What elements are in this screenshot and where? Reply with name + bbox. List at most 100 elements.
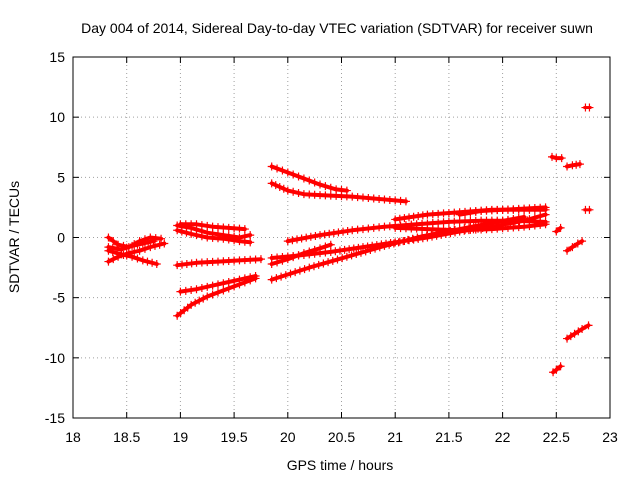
- data-point: [325, 229, 334, 238]
- data-point: [104, 243, 113, 252]
- trace-line: [175, 276, 258, 318]
- data-point: [173, 261, 182, 270]
- data-point: [326, 183, 335, 192]
- data-point: [288, 236, 297, 245]
- data-point: [199, 294, 208, 303]
- series-track-7: [176, 220, 249, 234]
- data-point: [300, 265, 309, 274]
- data-point: [109, 255, 118, 264]
- data-point: [556, 362, 565, 371]
- data-point: [342, 252, 351, 261]
- data-point: [235, 237, 244, 246]
- data-point: [275, 182, 284, 191]
- data-point: [124, 249, 133, 258]
- series-track-11: [267, 162, 351, 195]
- data-point: [349, 244, 358, 253]
- data-point: [150, 241, 159, 250]
- x-tick-label: 20: [280, 429, 296, 445]
- data-point: [339, 227, 348, 236]
- data-point: [331, 247, 340, 256]
- data-point: [195, 296, 204, 305]
- data-point: [326, 240, 335, 249]
- data-point: [568, 161, 577, 170]
- data-point: [563, 246, 572, 255]
- data-point: [471, 207, 480, 216]
- data-point: [144, 238, 153, 247]
- data-point: [149, 237, 158, 246]
- data-point: [240, 225, 249, 234]
- data-point: [251, 272, 260, 281]
- data-point: [140, 244, 149, 253]
- data-point: [152, 259, 161, 268]
- data-point: [401, 197, 410, 206]
- y-tick-label: 10: [49, 109, 65, 125]
- data-point: [321, 182, 330, 191]
- data-point: [182, 259, 191, 268]
- data-point: [364, 224, 373, 233]
- data-point: [203, 292, 212, 301]
- data-point: [213, 288, 222, 297]
- data-point: [400, 214, 409, 223]
- x-tick-label: 21: [387, 429, 403, 445]
- series-track-15: [267, 213, 529, 284]
- data-point: [520, 222, 529, 231]
- data-point: [306, 232, 315, 241]
- data-point: [283, 168, 292, 177]
- data-point: [197, 221, 206, 230]
- data-point: [219, 286, 228, 295]
- x-tick-label: 21.5: [435, 429, 462, 445]
- data-point: [584, 321, 593, 330]
- data-point: [295, 266, 304, 275]
- data-point: [409, 212, 418, 221]
- data-point: [335, 246, 344, 255]
- data-point: [128, 241, 137, 250]
- data-point: [310, 249, 319, 258]
- data-point: [299, 174, 308, 183]
- data-point: [399, 237, 408, 246]
- data-point: [114, 252, 123, 261]
- data-point: [427, 230, 436, 239]
- data-point: [371, 244, 380, 253]
- data-point: [403, 235, 412, 244]
- data-point: [108, 243, 117, 252]
- data-point: [530, 221, 539, 230]
- y-axis-label: SDTVAR / TECUs: [6, 181, 22, 293]
- data-point: [316, 249, 325, 258]
- data-point: [395, 214, 404, 223]
- data-point: [573, 239, 582, 248]
- data-point: [192, 285, 201, 294]
- data-point: [552, 365, 561, 374]
- data-point: [173, 226, 182, 235]
- data-point: [294, 251, 303, 260]
- data-point: [299, 250, 308, 259]
- data-point: [326, 247, 335, 256]
- data-point: [552, 227, 561, 236]
- data-point: [369, 223, 378, 232]
- series-track-8: [173, 255, 265, 270]
- data-point: [375, 223, 384, 232]
- data-point: [104, 257, 113, 266]
- data-point: [338, 254, 347, 263]
- data-point: [380, 241, 389, 250]
- data-point: [187, 286, 196, 295]
- data-point: [246, 231, 255, 240]
- data-point: [281, 271, 290, 280]
- data-point: [119, 250, 128, 259]
- data-point: [356, 248, 365, 257]
- data-point: [461, 209, 470, 218]
- data-point: [385, 240, 394, 249]
- data-point: [182, 228, 191, 237]
- data-point: [345, 245, 354, 254]
- data-point: [348, 226, 357, 235]
- x-tick-label: 20.5: [328, 429, 355, 445]
- x-axis-label: GPS time / hours: [287, 457, 394, 473]
- data-point: [135, 246, 144, 255]
- data-point: [155, 240, 164, 249]
- data-point: [177, 227, 186, 236]
- data-point: [358, 243, 367, 252]
- data-point: [394, 238, 403, 247]
- data-point: [277, 272, 286, 281]
- data-point: [286, 269, 295, 278]
- data-point: [160, 239, 169, 248]
- series-track-25: [563, 237, 587, 255]
